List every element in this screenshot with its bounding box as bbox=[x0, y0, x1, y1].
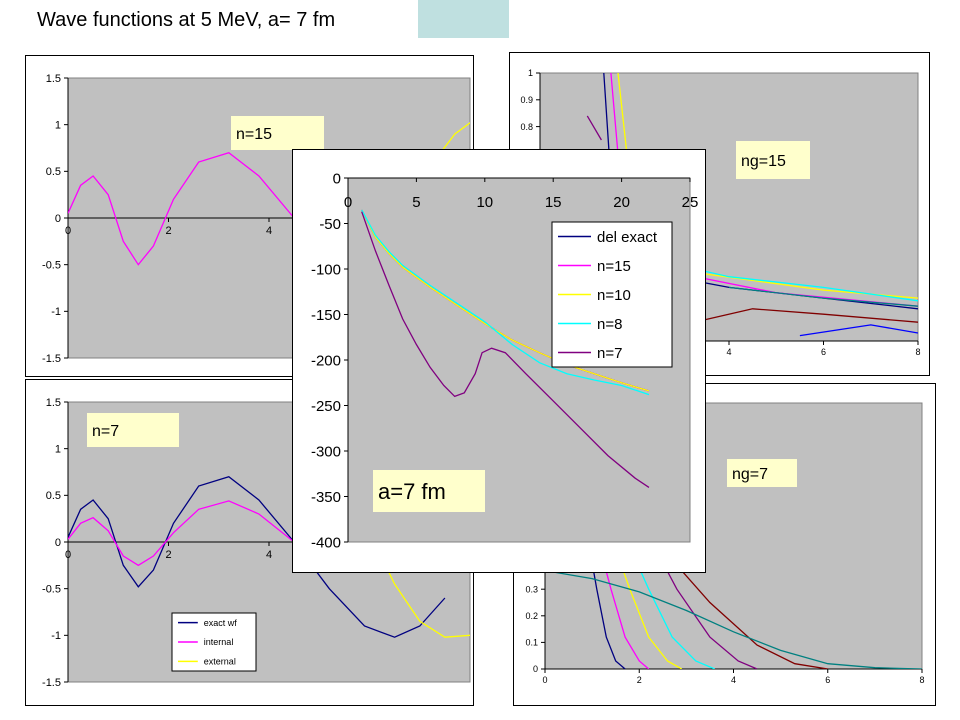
series-line-7 bbox=[799, 324, 918, 337]
x-tick-label: 4 bbox=[731, 675, 736, 685]
y-tick-label: 0 bbox=[333, 170, 341, 187]
accent-rectangle bbox=[418, 0, 509, 38]
x-tick-label: 6 bbox=[821, 347, 826, 357]
x-tick-label: 10 bbox=[476, 194, 493, 211]
y-tick-label: 1.5 bbox=[46, 397, 61, 409]
x-tick-label: 15 bbox=[545, 194, 562, 211]
y-tick-label: 0 bbox=[55, 213, 61, 225]
series-line-n-7 bbox=[361, 211, 650, 488]
y-tick-label: 0.9 bbox=[520, 95, 533, 105]
y-tick-label: -1.5 bbox=[42, 353, 61, 365]
annotation-label: a=7 fm bbox=[378, 479, 446, 504]
x-tick-label: 5 bbox=[412, 194, 420, 211]
series-line-exact-wf bbox=[68, 475, 446, 638]
y-tick-label: -0.5 bbox=[42, 260, 61, 272]
y-tick-label: 0.5 bbox=[46, 166, 61, 178]
x-tick-label: 0 bbox=[65, 549, 71, 561]
slide-title: Wave functions at 5 MeV, a= 7 fm bbox=[37, 9, 336, 31]
y-tick-label: -300 bbox=[311, 443, 341, 460]
x-tick-label: 8 bbox=[915, 347, 920, 357]
legend-label: del exact bbox=[597, 229, 658, 246]
y-tick-label: 0.1 bbox=[525, 638, 538, 648]
x-tick-label: 0 bbox=[65, 225, 71, 237]
y-tick-label: 1 bbox=[55, 120, 61, 132]
y-tick-label: -100 bbox=[311, 261, 341, 278]
y-tick-label: -50 bbox=[319, 216, 341, 233]
y-tick-label: -200 bbox=[311, 352, 341, 369]
legend-label: n=7 bbox=[597, 345, 622, 362]
annotation-box bbox=[736, 141, 810, 179]
x-tick-label: 4 bbox=[266, 225, 272, 237]
y-tick-label: 0 bbox=[55, 537, 61, 549]
y-tick-label: 0.3 bbox=[525, 584, 538, 594]
y-tick-label: -400 bbox=[311, 534, 341, 551]
x-tick-label: 20 bbox=[613, 194, 630, 211]
series-line-8 bbox=[586, 115, 602, 141]
legend-label: internal bbox=[204, 637, 234, 647]
y-tick-label: 1.5 bbox=[46, 73, 61, 85]
x-tick-label: 4 bbox=[266, 549, 272, 561]
series-line-5 bbox=[705, 308, 918, 323]
annotation-box bbox=[727, 459, 797, 487]
x-tick-label: 25 bbox=[682, 194, 699, 211]
legend-label: n=8 bbox=[597, 316, 622, 333]
y-tick-label: -350 bbox=[311, 489, 341, 506]
chart-panel-center: 0 -50 -100 -150 -200 -250 -300 -350 -400 0 5 10 15 20… bbox=[292, 149, 706, 573]
legend-label: n=10 bbox=[597, 287, 631, 304]
annotation-label: n=7 bbox=[92, 423, 119, 440]
annotation-box bbox=[231, 116, 324, 150]
x-tick-label: 8 bbox=[919, 675, 924, 685]
x-tick-label: 0 bbox=[344, 194, 352, 211]
y-tick-label: 0 bbox=[533, 664, 538, 674]
annotation-label: ng=7 bbox=[732, 466, 768, 483]
y-tick-label: 1 bbox=[55, 444, 61, 456]
y-tick-label: -0.5 bbox=[42, 584, 61, 596]
x-tick-label: 6 bbox=[825, 675, 830, 685]
annotation-label: ng=15 bbox=[741, 153, 786, 170]
annotation-box bbox=[373, 470, 485, 512]
x-tick-label: 0 bbox=[542, 675, 547, 685]
annotation-box bbox=[87, 413, 179, 447]
y-tick-label: -1 bbox=[51, 630, 61, 642]
y-tick-label: -250 bbox=[311, 398, 341, 415]
legend-label: n=15 bbox=[597, 258, 631, 275]
x-tick-label: 4 bbox=[726, 347, 731, 357]
x-tick-label: 2 bbox=[165, 549, 171, 561]
x-tick-label: 2 bbox=[637, 675, 642, 685]
series-line-n-10 bbox=[361, 209, 650, 392]
annotation-label: n=15 bbox=[236, 126, 272, 143]
chart-panel-bottom-left: -1.5-1-0.500.511.50246exact wfinternalex… bbox=[25, 379, 474, 706]
series-line-7 bbox=[545, 569, 922, 669]
series-line-n-8 bbox=[361, 209, 650, 396]
y-tick-label: 0.8 bbox=[520, 122, 533, 132]
x-tick-label: 2 bbox=[165, 225, 171, 237]
legend-label: external bbox=[204, 656, 236, 666]
y-tick-label: 0.2 bbox=[525, 611, 538, 621]
y-tick-label: -150 bbox=[311, 307, 341, 324]
y-tick-label: -1.5 bbox=[42, 677, 61, 689]
series-line-6 bbox=[662, 548, 828, 669]
legend-label: exact wf bbox=[204, 618, 238, 628]
y-tick-label: -1 bbox=[51, 306, 61, 318]
y-tick-label: 1 bbox=[528, 68, 533, 78]
y-tick-label: 0.5 bbox=[46, 490, 61, 502]
series-line-6 bbox=[728, 286, 918, 307]
